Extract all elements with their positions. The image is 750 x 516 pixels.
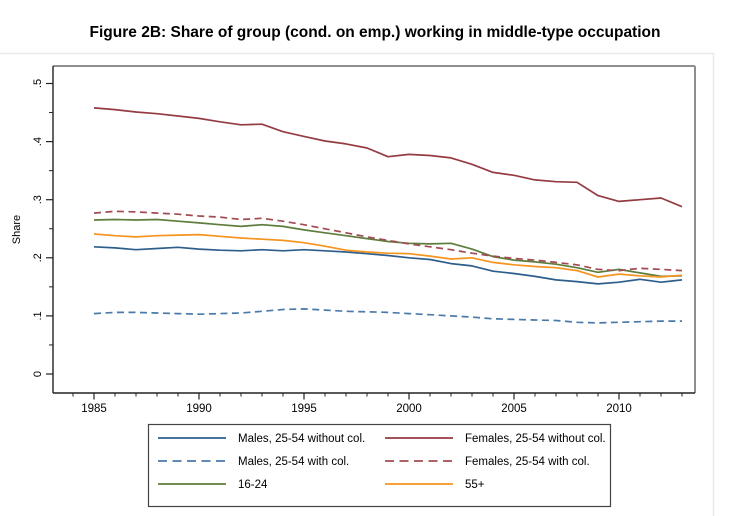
series-line-females-25-54-with-col	[93, 210, 683, 272]
y-tick-label: .2	[32, 253, 44, 262]
x-tick-label: 1985	[81, 403, 107, 415]
y-tick-label: .5	[32, 79, 44, 88]
legend-label-females-25-54-with-col: Females, 25-54 with col.	[465, 456, 590, 468]
x-tick-label: 2000	[396, 403, 422, 415]
series-line-males-25-54-without-col	[93, 245, 683, 285]
x-tick-label: 1990	[186, 403, 212, 415]
y-tick-label: .3	[32, 195, 44, 204]
legend-label-16-24: 16-24	[238, 479, 268, 491]
x-tick-label: 1995	[291, 403, 317, 415]
figure-title: Figure 2B: Share of group (cond. on emp.…	[89, 24, 661, 41]
series-line-55	[93, 233, 683, 278]
y-tick-label: .4	[32, 137, 44, 146]
legend-label-males-25-54-without-col: Males, 25-54 without col.	[238, 433, 365, 445]
y-tick-label: 0	[32, 371, 44, 377]
figure-border	[0, 52, 715, 516]
series-line-females-25-54-without-col	[93, 107, 683, 208]
series-line-16-24	[93, 218, 683, 278]
series-line-males-25-54-with-col	[93, 308, 682, 324]
legend-label-55: 55+	[465, 479, 485, 491]
legend-label-males-25-54-with-col: Males, 25-54 with col.	[238, 456, 349, 468]
y-axis-title: Share	[11, 215, 23, 244]
x-tick-label: 2010	[606, 403, 632, 415]
x-tick-label: 2005	[501, 403, 527, 415]
y-tick-label: .1	[32, 311, 44, 320]
legend-label-females-25-54-without-col: Females, 25-54 without col.	[465, 433, 606, 445]
